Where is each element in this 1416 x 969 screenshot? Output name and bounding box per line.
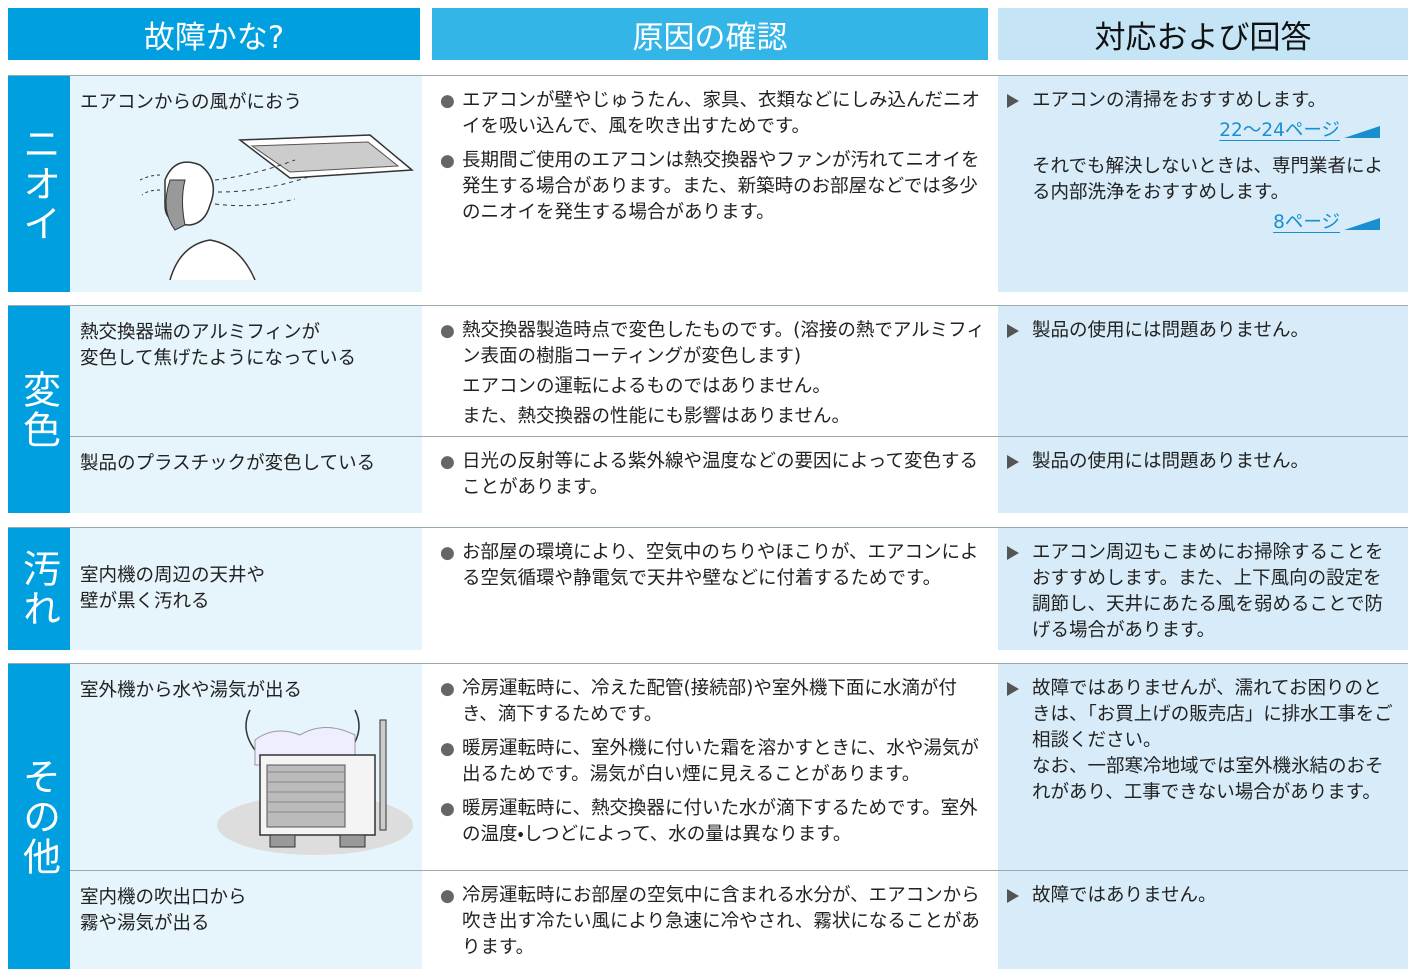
section-label: その他: [8, 664, 70, 969]
page-link[interactable]: 22〜24ページ: [1004, 118, 1380, 144]
answer-text: エアコンの清掃をおすすめします。: [1004, 88, 1394, 114]
cause-bullet: エアコンが壁やじゅうたん、家具、衣類などにしみ込んだニオイを吸い込んで、風を吹き…: [440, 88, 986, 140]
answer-text: それでも解決しないときは、専門業者による内部洗浄をおすすめします。: [1032, 156, 1383, 203]
symptom-cell: 室内機の吹出口から 霧や湯気が出る: [70, 871, 422, 969]
row-rule: [70, 870, 1408, 871]
column-header: 対応および回答: [998, 8, 1408, 60]
section-rule: [8, 527, 1408, 528]
cause-cell: 日光の反射等による紫外線や温度などの要因によって変色することがあります。: [422, 437, 998, 513]
answer-text: 製品の使用には問題ありません。: [1004, 449, 1394, 475]
symptom-text: 熱交換器端のアルミフィンが 変色して焦げたようになっている: [80, 322, 357, 369]
symptom-text: 室外機から水や湯気が出る: [80, 680, 303, 701]
section-rule: [8, 305, 1408, 306]
cause-bullet: 熱交換器製造時点で変色したものです。(溶接の熱でアルミフィン表面の樹脂コーティン…: [440, 318, 986, 370]
section-label: ニオイ: [8, 76, 70, 292]
cause-cell: エアコンが壁やじゅうたん、家具、衣類などにしみ込んだニオイを吸い込んで、風を吹き…: [422, 76, 998, 292]
answer-cell: 製品の使用には問題ありません。: [998, 437, 1408, 513]
cause-bullet: 暖房運転時に、室外機に付いた霜を溶かすときに、水や湯気が出るためです。湯気が白い…: [440, 736, 986, 788]
page-link[interactable]: 8ページ: [1004, 210, 1380, 236]
answer-cell: 製品の使用には問題ありません。: [998, 306, 1408, 436]
answer-cell: エアコンの清掃をおすすめします。 22〜24ページそれでも解決しないときは、専門業…: [998, 76, 1408, 292]
symptom-text: 製品のプラスチックが変色している: [80, 453, 376, 474]
cause-bullet: お部屋の環境により、空気中のちりやほこりが、エアコンによる空気循環や静電気で天井…: [440, 540, 986, 592]
cause-bullet: 冷房運転時にお部屋の空気中に含まれる水分が、エアコンから吹き出す冷たい風により急…: [440, 883, 986, 961]
cause-cell: お部屋の環境により、空気中のちりやほこりが、エアコンによる空気循環や静電気で天井…: [422, 528, 998, 650]
section-rule: [8, 663, 1408, 664]
symptom-cell: 室内機の周辺の天井や 壁が黒く汚れる: [70, 528, 422, 650]
symptom-cell: 熱交換器端のアルミフィンが 変色して焦げたようになっている: [70, 306, 422, 436]
row-rule: [70, 436, 1408, 437]
cause-bullet: 暖房運転時に、熱交換器に付いた水が滴下するためです。室外の温度・しつどによって、…: [440, 796, 986, 848]
column-header: 故障かな?: [8, 8, 420, 60]
answer-text: 故障ではありませんが、濡れてお困りのときは、「お買上げの販売店」に排水工事をご相…: [1004, 676, 1394, 806]
column-header: 原因の確認: [432, 8, 988, 60]
symptom-text: 室内機の周辺の天井や 壁が黒く汚れる: [80, 565, 266, 612]
answer-text: エアコン周辺もこまめにお掃除することをおすすめします。また、上下風向の設定を調節…: [1004, 540, 1394, 644]
symptom-text: エアコンからの風がにおう: [80, 92, 303, 113]
page-link-text[interactable]: 8ページ: [1273, 212, 1340, 233]
illustration-smell: [140, 134, 414, 280]
cause-cell: 熱交換器製造時点で変色したものです。(溶接の熱でアルミフィン表面の樹脂コーティン…: [422, 306, 998, 436]
cause-bullet: 冷房運転時に、冷えた配管(接続部)や室外機下面に水滴が付き、滴下するためです。: [440, 676, 986, 728]
answer-cell: 故障ではありませんが、濡れてお困りのときは、「お買上げの販売店」に排水工事をご相…: [998, 664, 1408, 870]
illustration-outdoor-unit: [217, 709, 413, 855]
symptom-text: 室内機の吹出口から 霧や湯気が出る: [80, 887, 247, 934]
answer-text: 製品の使用には問題ありません。: [1004, 318, 1394, 344]
cause-note: また、熱交換器の性能にも影響はありません。: [462, 406, 850, 427]
link-arrow: [1344, 126, 1380, 138]
section-label: 汚れ: [8, 528, 70, 650]
section-label: 変色: [8, 306, 70, 513]
symptom-cell: 製品のプラスチックが変色している: [70, 437, 422, 513]
cause-cell: 冷房運転時に、冷えた配管(接続部)や室外機下面に水滴が付き、滴下するためです。暖…: [422, 664, 998, 870]
answer-text: 故障ではありません。: [1004, 883, 1394, 909]
cause-note: エアコンの運転によるものではありません。: [462, 376, 831, 397]
section-rule: [8, 75, 1408, 76]
link-arrow: [1344, 218, 1380, 230]
cause-bullet: 日光の反射等による紫外線や温度などの要因によって変色することがあります。: [440, 449, 986, 501]
cause-cell: 冷房運転時にお部屋の空気中に含まれる水分が、エアコンから吹き出す冷たい風により急…: [422, 871, 998, 969]
symptom-cell: エアコンからの風がにおう: [70, 76, 422, 292]
page-link-text[interactable]: 22〜24ページ: [1219, 120, 1340, 141]
answer-cell: エアコン周辺もこまめにお掃除することをおすすめします。また、上下風向の設定を調節…: [998, 528, 1408, 650]
answer-cell: 故障ではありません。: [998, 871, 1408, 969]
cause-bullet: 長期間ご使用のエアコンは熱交換器やファンが汚れてニオイを発生する場合があります。…: [440, 148, 986, 226]
